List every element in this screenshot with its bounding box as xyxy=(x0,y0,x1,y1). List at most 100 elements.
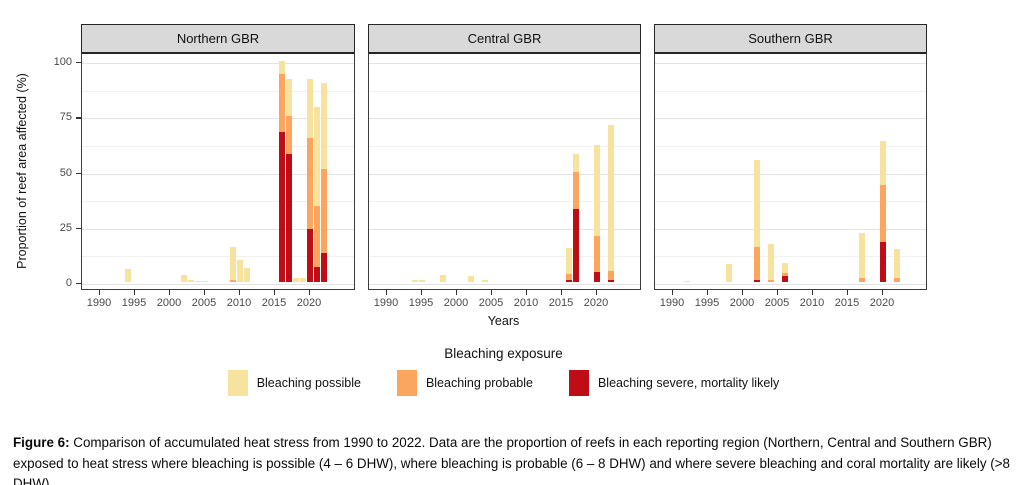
gridline-major xyxy=(655,173,926,175)
x-tick-label: 1990 xyxy=(373,297,399,309)
gridline-minor xyxy=(369,256,640,258)
x-tick-mark xyxy=(169,290,171,295)
bar-segment-possible xyxy=(468,276,474,282)
bar-segment-probable xyxy=(594,235,600,273)
legend-item-possible: Bleaching possible xyxy=(227,370,361,396)
facet-title: Southern GBR xyxy=(748,31,833,46)
gridline-major xyxy=(82,228,354,230)
bar xyxy=(859,233,865,282)
bar-segment-possible xyxy=(768,244,774,281)
bar xyxy=(894,248,900,282)
x-tick-label: 2010 xyxy=(226,297,252,309)
bar-segment-probable xyxy=(566,274,572,280)
bar-segment-possible xyxy=(300,277,306,282)
facet-panel-central: Central GBR xyxy=(368,24,641,290)
x-tick-label: 1990 xyxy=(659,297,685,309)
gridline-major xyxy=(369,118,640,120)
x-tick-label: 2000 xyxy=(156,297,182,309)
facet-title: Northern GBR xyxy=(176,31,260,46)
facet-panel-northern: Northern GBR xyxy=(81,24,355,290)
y-tick-label: 75 xyxy=(59,111,72,124)
y-tick-mark xyxy=(76,117,81,119)
bar xyxy=(419,280,425,282)
bar-segment-severe xyxy=(307,228,313,282)
bar xyxy=(279,61,285,282)
figure-caption-text: Comparison of accumulated heat stress fr… xyxy=(13,435,1010,485)
bar-segment-possible xyxy=(573,153,579,172)
gridline-major xyxy=(82,118,354,120)
x-tick-mark xyxy=(526,290,528,295)
y-tick-label: 0 xyxy=(65,277,72,289)
gridline-major xyxy=(369,228,640,230)
legend-title: Bleaching exposure xyxy=(444,346,563,361)
x-tick-mark xyxy=(204,290,206,295)
legend-swatch-possible-icon xyxy=(227,370,248,396)
bar-segment-possible xyxy=(314,107,320,206)
gridline-minor xyxy=(369,145,640,147)
legend-label: Bleaching severe, mortality likely xyxy=(597,376,780,390)
bar-segment-probable xyxy=(314,205,320,267)
x-tick-label: 2020 xyxy=(869,297,895,309)
bar-segment-severe xyxy=(286,153,292,282)
y-tick-mark xyxy=(76,62,81,64)
x-tick-label: 2005 xyxy=(764,297,790,309)
y-tick-label: 100 xyxy=(53,56,72,68)
bar xyxy=(286,78,292,282)
bar xyxy=(412,280,418,282)
gridline-minor xyxy=(369,201,640,203)
facet-strip: Northern GBR xyxy=(81,24,355,53)
bar xyxy=(782,263,788,282)
facet-title: Central GBR xyxy=(467,31,542,46)
bar-segment-possible xyxy=(230,246,236,280)
bar-segment-probable xyxy=(859,277,865,282)
bar xyxy=(880,140,886,282)
bar-segment-possible xyxy=(608,125,614,271)
bar xyxy=(188,280,194,282)
gridline-minor xyxy=(82,90,354,92)
x-tick-mark xyxy=(274,290,276,295)
gridline-major xyxy=(369,284,640,285)
bar-segment-probable xyxy=(768,280,774,282)
legend-label: Bleaching possible xyxy=(256,376,361,390)
bar-segment-probable xyxy=(754,246,760,280)
bar xyxy=(482,280,488,282)
bar-segment-possible xyxy=(286,78,292,117)
legend-item-severe: Bleaching severe, mortality likely xyxy=(568,370,780,396)
x-tick-label: 2005 xyxy=(191,297,217,309)
x-tick-label: 1995 xyxy=(408,297,434,309)
gridline-major xyxy=(655,284,926,285)
bar-segment-possible xyxy=(181,275,187,282)
bar-segment-possible xyxy=(419,280,425,282)
bar xyxy=(594,145,600,282)
bar xyxy=(754,160,760,282)
bar xyxy=(181,275,187,282)
bar-segment-possible xyxy=(440,275,446,282)
bar-segment-possible xyxy=(293,277,299,282)
figure-caption-label: Figure 6: xyxy=(13,435,70,451)
x-tick-mark xyxy=(672,290,674,295)
x-tick-label: 2000 xyxy=(729,297,755,309)
bar xyxy=(125,268,131,282)
bar xyxy=(468,276,474,282)
plot-area xyxy=(654,53,927,290)
bar xyxy=(202,281,208,282)
bar xyxy=(726,264,732,282)
bar-segment-severe xyxy=(279,131,285,282)
y-tick-label: 25 xyxy=(59,221,72,234)
bar-segment-possible xyxy=(566,247,572,275)
x-tick-label: 1995 xyxy=(121,297,147,309)
facet-strip: Central GBR xyxy=(368,24,641,53)
bar-segment-probable xyxy=(321,169,327,254)
bar-segment-possible xyxy=(782,263,788,274)
bar-segment-possible xyxy=(279,61,285,75)
bar xyxy=(237,259,243,282)
plot-area xyxy=(368,53,641,290)
bar-segment-possible xyxy=(202,281,208,282)
x-tick-mark xyxy=(777,290,779,295)
gridline-minor xyxy=(655,201,926,203)
bar-segment-possible xyxy=(726,264,732,282)
bar-segment-possible xyxy=(754,160,760,247)
figure-caption: Figure 6: Comparison of accumulated heat… xyxy=(13,433,1011,485)
x-tick-label: 1990 xyxy=(86,297,112,309)
bar-segment-possible xyxy=(684,281,690,282)
